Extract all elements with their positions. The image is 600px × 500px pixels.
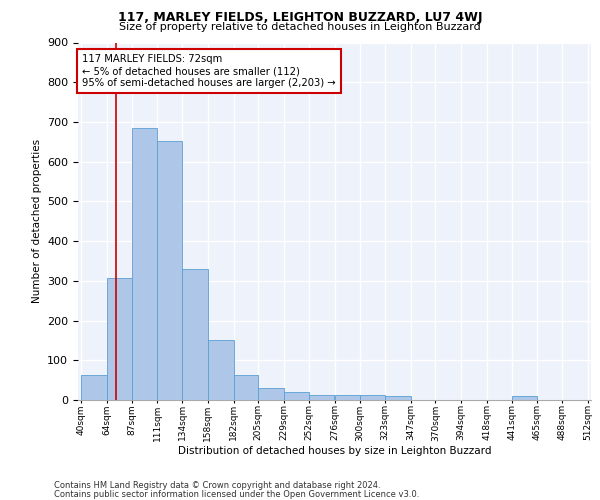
Bar bbox=[107, 278, 131, 400]
Bar bbox=[361, 395, 385, 400]
Bar bbox=[259, 388, 284, 400]
Bar bbox=[233, 376, 258, 400]
Bar bbox=[335, 395, 360, 400]
Y-axis label: Number of detached properties: Number of detached properties bbox=[32, 139, 41, 304]
Bar bbox=[81, 376, 107, 400]
Text: Contains HM Land Registry data © Crown copyright and database right 2024.: Contains HM Land Registry data © Crown c… bbox=[54, 481, 380, 490]
Text: 117 MARLEY FIELDS: 72sqm
← 5% of detached houses are smaller (112)
95% of semi-d: 117 MARLEY FIELDS: 72sqm ← 5% of detache… bbox=[82, 54, 336, 88]
Bar bbox=[182, 269, 208, 400]
Bar bbox=[208, 340, 233, 400]
Bar bbox=[512, 396, 537, 400]
Bar bbox=[132, 128, 157, 400]
Bar bbox=[157, 141, 182, 400]
Bar bbox=[385, 396, 410, 400]
Text: Contains public sector information licensed under the Open Government Licence v3: Contains public sector information licen… bbox=[54, 490, 419, 499]
Bar bbox=[284, 392, 308, 400]
X-axis label: Distribution of detached houses by size in Leighton Buzzard: Distribution of detached houses by size … bbox=[178, 446, 491, 456]
Text: Size of property relative to detached houses in Leighton Buzzard: Size of property relative to detached ho… bbox=[119, 22, 481, 32]
Bar bbox=[309, 395, 334, 400]
Text: 117, MARLEY FIELDS, LEIGHTON BUZZARD, LU7 4WJ: 117, MARLEY FIELDS, LEIGHTON BUZZARD, LU… bbox=[118, 11, 482, 24]
